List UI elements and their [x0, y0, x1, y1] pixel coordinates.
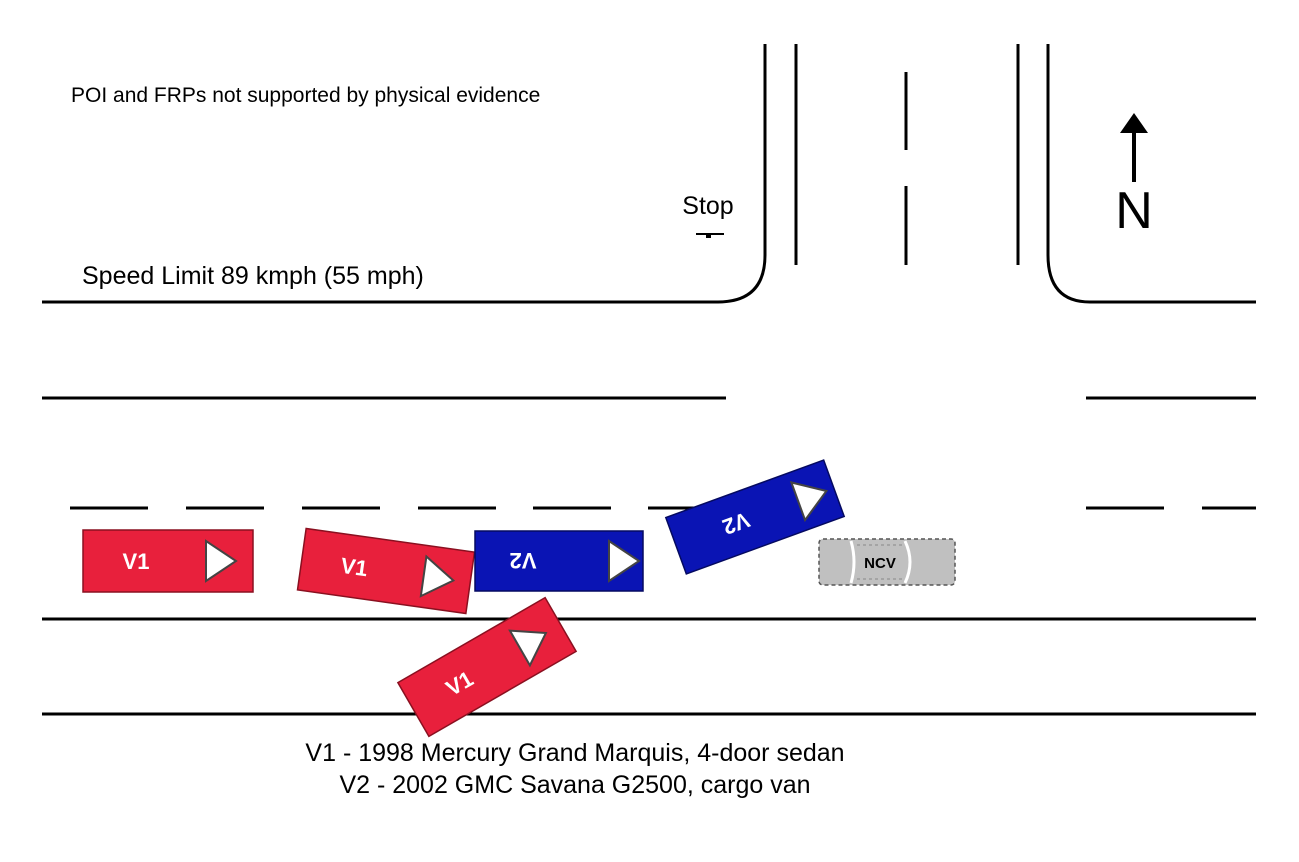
- v2-position-2: V2: [664, 459, 846, 575]
- direction-arrow-icon: [508, 629, 548, 668]
- direction-arrow-icon: [205, 539, 238, 583]
- direction-arrow-icon: [608, 539, 641, 583]
- v1-position-2: V1: [296, 527, 476, 615]
- stop-sign: Stop: [682, 192, 734, 238]
- legend-v2: V2 - 2002 GMC Savana G2500, cargo van: [339, 771, 811, 799]
- ncv-windshield: [849, 540, 856, 584]
- direction-arrow-icon: [789, 481, 829, 523]
- ncv-vehicle: NCV: [818, 538, 956, 586]
- stop-sign-post: [706, 234, 711, 238]
- direction-arrow-icon: [419, 554, 456, 598]
- north-indicator: N: [1115, 113, 1153, 240]
- v2-position-1: V2: [474, 530, 644, 592]
- ncv-rear-window: [903, 540, 912, 584]
- speed-limit-label: Speed Limit 89 kmph (55 mph): [82, 262, 424, 290]
- stop-label: Stop: [682, 192, 733, 220]
- north-curb-west: [42, 44, 767, 304]
- north-label: N: [1115, 182, 1153, 240]
- v1-label: V1: [339, 553, 369, 582]
- north-curb-east: [1046, 44, 1256, 304]
- legend-v1: V1 - 1998 Mercury Grand Marquis, 4-door …: [305, 739, 845, 767]
- v1-position-3: V1: [396, 596, 578, 738]
- v1-position-1: V1: [82, 529, 254, 593]
- north-arrow-icon: [1120, 113, 1148, 133]
- v2-label: V2: [510, 548, 537, 573]
- v1-body: [296, 527, 476, 615]
- road-lines: [42, 44, 1256, 716]
- v2-body: [664, 459, 846, 575]
- evidence-note: POI and FRPs not supported by physical e…: [71, 84, 541, 107]
- v1-label: V1: [123, 549, 150, 574]
- ncv-label: NCV: [864, 555, 896, 572]
